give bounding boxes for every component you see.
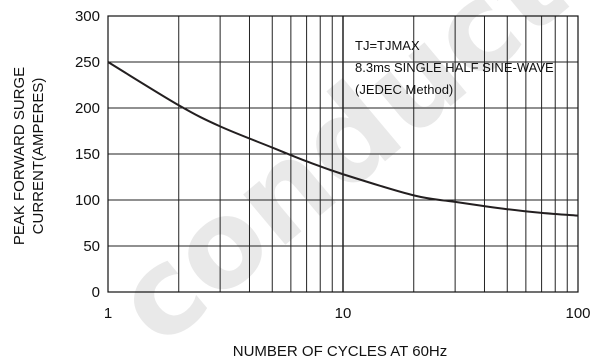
y-axis-label-line-2: CURRENT(AMPERES) [30, 78, 47, 235]
grid [108, 16, 578, 292]
y-axis-label-line-1: PEAK FORWARD SURGE [11, 67, 28, 245]
x-tick-label: 100 [565, 305, 590, 322]
y-tick-label: 0 [92, 284, 100, 301]
plot-frame [107, 15, 579, 293]
y-tick-label: 200 [75, 100, 100, 117]
series-line [107, 61, 579, 217]
x-axis-ticks: 1 10 100 [104, 305, 591, 322]
annotation-line-3: (JEDEC Method) [355, 82, 453, 97]
y-tick-label: 150 [75, 146, 100, 163]
y-axis-ticks: 0 50 100 150 200 250 300 [75, 8, 100, 301]
x-tick-label: 10 [335, 305, 352, 322]
x-axis-label: NUMBER OF CYCLES AT 60Hz [233, 343, 448, 360]
y-tick-label: 100 [75, 192, 100, 209]
x-tick-label: 1 [104, 305, 112, 322]
annotation-line-1: TJ=TJMAX [355, 38, 420, 53]
y-tick-label: 50 [83, 238, 100, 255]
y-tick-label: 300 [75, 8, 100, 25]
annotation-line-2: 8.3ms SINGLE HALF SINE-WAVE [355, 60, 554, 75]
y-tick-label: 250 [75, 54, 100, 71]
